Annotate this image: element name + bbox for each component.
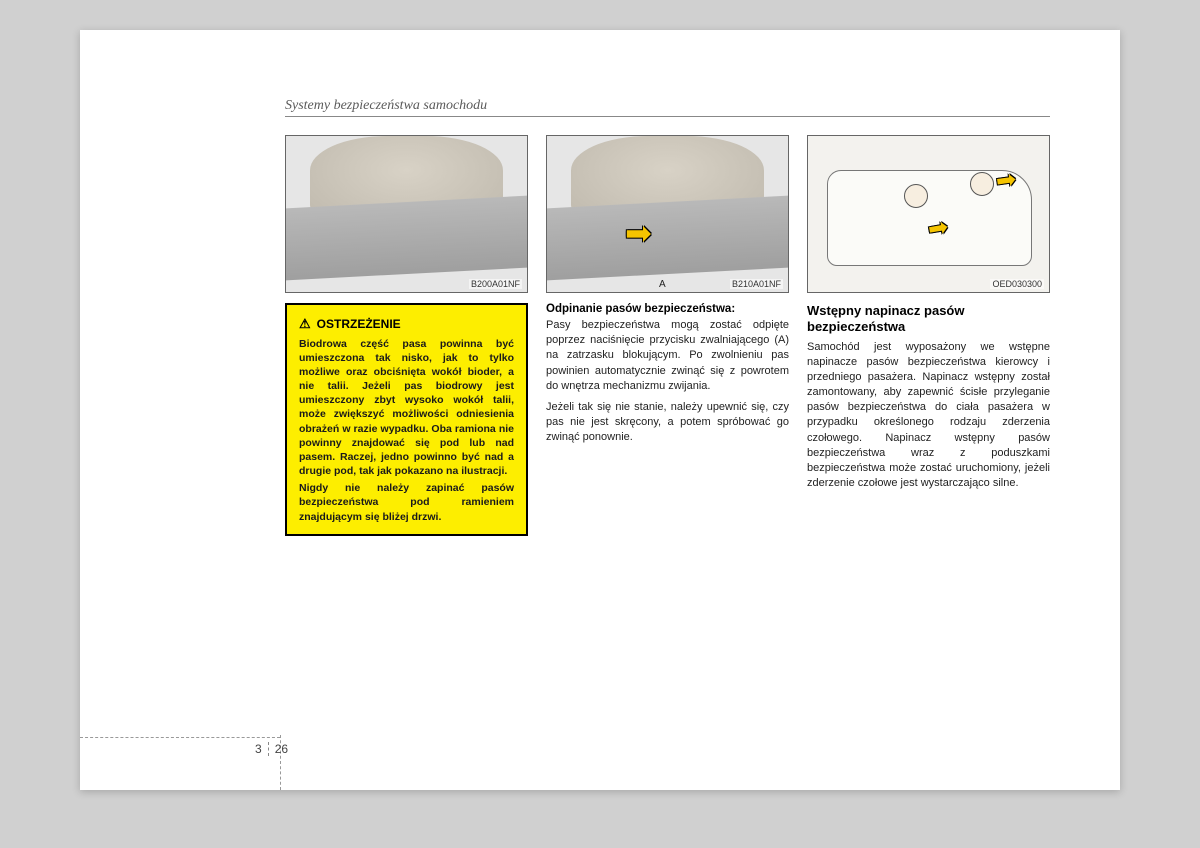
body-paragraph: Pasy bezpieczeństwa mogą zostać odpięte … [546, 318, 789, 394]
arrow-icon: ➡ [994, 165, 1018, 197]
figure-seatbelt-release: ➡ A B210A01NF [546, 135, 789, 293]
illustration-passenger-head [970, 172, 994, 196]
page-number: 26 [269, 742, 288, 756]
warning-paragraph-1: Biodrowa część pasa powinna być umieszcz… [299, 337, 514, 479]
illustration-belt [547, 195, 788, 279]
manual-page: Systemy bezpieczeństwa samochodu B200A01… [80, 30, 1120, 790]
body-paragraph: Samochód jest wyposażony we wstępne napi… [807, 340, 1050, 492]
figure-pretensioner: ➡ ➡ OED030300 [807, 135, 1050, 293]
illustration-driver-head [904, 184, 928, 208]
trim-guide-horizontal [80, 737, 280, 738]
figure-marker-a: A [659, 279, 666, 290]
warning-icon: ⚠ [299, 315, 311, 333]
warning-box: ⚠ OSTRZEŻENIE Biodrowa część pasa powinn… [285, 303, 528, 536]
content-columns: B200A01NF ⚠ OSTRZEŻENIE Biodrowa część p… [285, 135, 1050, 536]
warning-title-row: ⚠ OSTRZEŻENIE [299, 315, 514, 333]
warning-paragraph-2: Nigdy nie należy zapinać pasów bezpiecze… [299, 481, 514, 524]
column-1: B200A01NF ⚠ OSTRZEŻENIE Biodrowa część p… [285, 135, 528, 536]
illustration-car-interior [808, 136, 1049, 292]
figure-code: B210A01NF [730, 279, 783, 289]
subheading-unfasten: Odpinanie pasów bezpieczeństwa: [546, 303, 789, 315]
body-paragraph: Jeżeli tak się nie stanie, należy upewni… [546, 400, 789, 446]
illustration-belt [286, 195, 527, 279]
column-3: ➡ ➡ OED030300 Wstępny napinacz pasów bez… [807, 135, 1050, 536]
figure-code: OED030300 [990, 279, 1044, 289]
chapter-number: 3 [255, 742, 269, 756]
figure-code: B200A01NF [469, 279, 522, 289]
warning-title-text: OSTRZEŻENIE [317, 316, 401, 332]
column-2: ➡ A B210A01NF Odpinanie pasów bezpieczeń… [546, 135, 789, 536]
section-title: Systemy bezpieczeństwa samochodu [285, 98, 1050, 117]
arrow-icon: ➡ [625, 214, 652, 252]
figure-seatbelt-lap: B200A01NF [285, 135, 528, 293]
page-footer: 3 26 [255, 742, 288, 756]
subheading-pretensioner: Wstępny napinacz pasów bezpieczeństwa [807, 303, 1050, 336]
